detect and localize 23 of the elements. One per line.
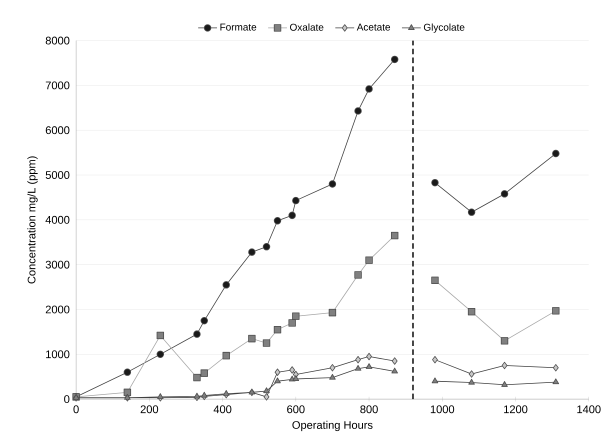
y-axis-title: Concentration mg/L (ppm) [27,156,38,284]
y-tick-label: 2000 [46,305,70,314]
y-tick-label: 4000 [46,216,70,224]
x-tick-label: 400 [214,405,232,414]
x-tick-label: 1200 [504,405,528,414]
x-tick-label: 1400 [577,405,601,414]
y-tick-label: 6000 [46,126,70,134]
legend-label: Oxalate [290,23,324,31]
y-tick-label: 0 [64,395,70,403]
y-tick-label: 8000 [46,36,70,44]
legend-label: Glycolate [424,23,464,33]
legend-label: Acetate [356,24,390,31]
y-tick-label: 7000 [46,81,70,90]
x-tick-label: 200 [140,405,158,414]
x-tick-label: 1000 [430,405,454,414]
y-tick-label: 3000 [46,260,70,268]
y-tick-label: 5000 [46,171,70,179]
x-tick-label: 800 [360,405,378,414]
x-tick-label: 0 [73,405,79,414]
x-axis-title: Operating Hours [292,420,373,432]
x-tick-label: 600 [287,405,305,414]
legend-label: Formate [220,24,256,31]
y-tick-label: 1000 [46,350,70,358]
